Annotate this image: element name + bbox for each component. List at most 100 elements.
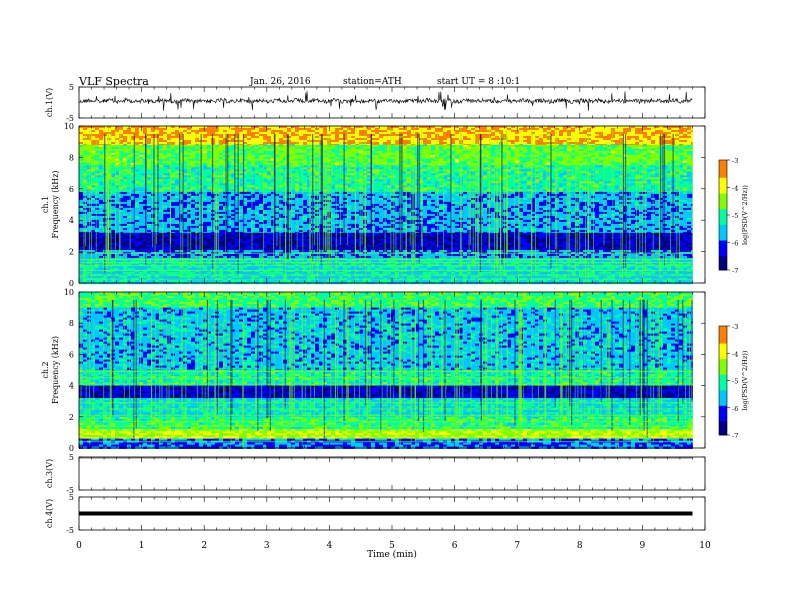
spectrogram-cell (151, 134, 155, 136)
spectrogram-cell (359, 145, 363, 147)
spectrogram-cell (155, 145, 159, 147)
spectrogram-cell (391, 142, 395, 144)
spectrogram-cell (411, 128, 415, 130)
spectrogram-cell (623, 130, 627, 132)
spectrogram-cell (239, 128, 243, 130)
spectrogram-cell (151, 142, 155, 144)
spectrogram-cell (419, 128, 423, 130)
spectrogram-cell (315, 140, 319, 142)
spectrogram-cell (79, 145, 83, 147)
spectrogram-cell (587, 128, 591, 130)
spectrogram-cell (483, 134, 487, 136)
spectrogram-cell (631, 142, 635, 144)
spectrogram-cell (263, 136, 267, 138)
spectrogram-cell (403, 128, 407, 130)
spectrogram-cell (523, 136, 527, 138)
spectrogram-cell (595, 128, 599, 130)
spectrogram-cell (539, 132, 543, 134)
spectrogram-cell (627, 132, 631, 134)
spectrogram-cell (315, 130, 319, 132)
spectrogram-cell (123, 130, 127, 132)
spectrogram-cell (467, 138, 471, 140)
spectrogram-cell (95, 142, 99, 144)
spectrogram-cell (359, 138, 363, 140)
spectrogram-cell (223, 130, 227, 132)
spectrogram-cell (487, 130, 491, 132)
spectrogram-cell (555, 132, 559, 134)
spectrogram-cell (111, 145, 115, 147)
spectrogram-cell (491, 134, 495, 136)
spectrogram-cell (495, 128, 499, 130)
spectrogram-cell (435, 140, 439, 142)
spectrogram-cell (423, 145, 427, 147)
spectrogram-cell (259, 138, 263, 140)
spectrogram-cell (331, 140, 335, 142)
spectrogram-cell (167, 130, 171, 132)
spectrogram-cell (87, 130, 91, 132)
spectrogram-cell (643, 136, 647, 138)
spectrogram-cell (247, 130, 251, 132)
spectrogram-cell (167, 140, 171, 142)
spectrogram-cell (331, 128, 335, 130)
spectrogram-cell (299, 140, 303, 142)
spectrogram-cell (643, 138, 647, 140)
spectrogram-cell (607, 128, 611, 130)
spectrogram-cell (559, 140, 563, 142)
spectrogram-cell (439, 134, 443, 136)
spectrogram-cell (447, 130, 451, 132)
spectrogram-cell (275, 134, 279, 136)
spectrogram-cell (187, 138, 191, 140)
spectrogram-cell (175, 140, 179, 142)
spectrogram-cell (411, 132, 415, 134)
spectrogram-cell (667, 132, 671, 134)
spectrogram-cell (359, 130, 363, 132)
spectrogram-cell (527, 142, 531, 144)
spectrogram-cell (303, 134, 307, 136)
spectrogram-cell (515, 138, 519, 140)
spectrogram-cell (399, 128, 403, 130)
spectrogram-cell (99, 145, 103, 147)
spectrogram-cell (335, 128, 339, 130)
spectrogram-cell (355, 128, 359, 130)
spectrogram-cell (615, 134, 619, 136)
spectrogram-cell (251, 140, 255, 142)
spectrogram-cell (251, 134, 255, 136)
spectrogram-cell (683, 136, 687, 138)
spectrogram-cell (191, 145, 195, 147)
spectrogram-cell (615, 130, 619, 132)
spectrogram-cell (315, 132, 319, 134)
spectrogram-cell (555, 128, 559, 130)
spectrogram-cell (123, 138, 127, 140)
spectrogram-cell (99, 130, 103, 132)
spectrogram-cell (163, 136, 167, 138)
spectrogram-cell (123, 134, 127, 136)
spectrogram-cell (339, 138, 343, 140)
spectrogram-cell (239, 130, 243, 132)
spectrogram-cell (291, 136, 295, 138)
spectrogram-cell (467, 142, 471, 144)
spectrogram-cell (439, 136, 443, 138)
spectrogram-cell (203, 138, 207, 140)
spectrogram-cell (603, 138, 607, 140)
spectrogram-cell (607, 140, 611, 142)
spectrogram-cell (247, 138, 251, 140)
spectrogram-cell (279, 142, 283, 144)
spectrogram-cell (79, 140, 83, 142)
spectrogram-cell (507, 134, 511, 136)
spectrogram-cell (631, 132, 635, 134)
spectrogram-cell (571, 138, 575, 140)
spectrogram-cell (255, 140, 259, 142)
spectrogram-cell (483, 130, 487, 132)
spectrogram-cell (675, 128, 679, 130)
spectrogram-cell (327, 138, 331, 140)
spectrogram-cell (195, 142, 199, 144)
spectrogram-cell (671, 130, 675, 132)
spectrogram-cell (143, 130, 147, 132)
spectrogram-cell (107, 140, 111, 142)
spectrogram-cell (203, 134, 207, 136)
spectrogram-cell (583, 140, 587, 142)
spectrogram-cell (223, 142, 227, 144)
spectrogram-cell (295, 130, 299, 132)
spectrogram-cell (355, 132, 359, 134)
spectrogram-cell (595, 138, 599, 140)
